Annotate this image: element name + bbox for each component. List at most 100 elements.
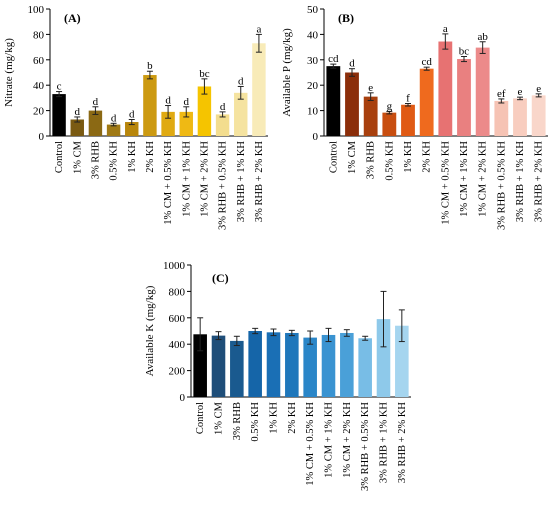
x-tick-label: 1% CM + 2% KH	[342, 402, 353, 478]
significance-letter: cd	[328, 53, 339, 65]
significance-letter: a	[443, 23, 448, 35]
bar-11	[531, 95, 546, 136]
x-tick-label: 3% RHB	[366, 141, 377, 179]
y-tick-label: 0	[180, 392, 186, 404]
significance-letter: d	[220, 101, 226, 113]
x-tick-label: 1% CM	[214, 401, 225, 435]
bar-0	[193, 334, 207, 397]
bar-1	[345, 72, 359, 136]
y-tick-label: 20	[307, 80, 319, 92]
significance-letter: c	[57, 81, 62, 93]
significance-letter: g	[387, 100, 393, 112]
significance-letter: cd	[421, 56, 432, 68]
x-tick-label: 1% KH	[269, 402, 280, 434]
x-tick-label: 1% CM	[347, 140, 358, 174]
significance-letter: e	[368, 82, 373, 94]
significance-letter: ab	[477, 31, 488, 43]
significance-letter: d	[75, 106, 81, 118]
bar-8	[475, 47, 490, 136]
bar-3	[248, 331, 262, 397]
y-tick-label: 800	[169, 286, 186, 298]
bar-8	[197, 86, 212, 136]
significance-letter: bc	[459, 45, 470, 57]
bar-4	[266, 332, 281, 397]
bar-6	[438, 41, 453, 136]
x-tick-label: 1% CM + 0.5% KH	[305, 402, 316, 486]
x-tick-label: 1% CM + 0.5% KH	[440, 141, 451, 225]
bar-1	[211, 335, 226, 397]
significance-letter: d	[93, 96, 99, 108]
y-tick-label: 200	[169, 366, 186, 378]
bar-9	[358, 338, 372, 397]
y-tick-label: 80	[33, 29, 45, 41]
x-tick-label: 2% KH	[422, 141, 433, 173]
bar-8	[340, 332, 354, 397]
significance-letter: d	[349, 58, 355, 70]
y-axis-label: Available K (mg/kg)	[144, 285, 156, 376]
significance-letter: f	[406, 92, 410, 104]
x-tick-label: 1% KH	[403, 141, 414, 173]
y-tick-label: 1000	[163, 260, 186, 272]
x-tick-label: 3% RHB + 2% KH	[534, 141, 545, 223]
bar-7	[179, 111, 193, 136]
y-tick-label: 100	[28, 4, 45, 16]
y-tick-label: 400	[169, 339, 186, 351]
x-tick-label: 3% RHB + 0.5% KH	[496, 141, 507, 230]
x-tick-label: 1% CM + 1% KH	[459, 141, 470, 217]
bar-3	[106, 124, 121, 136]
x-tick-label: 2% KH	[287, 402, 298, 434]
panel-label: (B)	[338, 11, 354, 25]
significance-letter: d	[129, 108, 135, 120]
x-tick-label: 1% CM + 1% KH	[181, 141, 192, 217]
x-tick-label: Control	[195, 402, 206, 434]
y-tick-label: 20	[33, 106, 45, 118]
y-tick-label: 50	[307, 4, 319, 16]
x-tick-label: 1% KH	[127, 141, 138, 173]
x-tick-label: 1% CM + 2% KH	[478, 141, 489, 217]
y-tick-label: 0	[313, 131, 319, 143]
bar-6	[161, 111, 175, 136]
y-tick-label: 60	[33, 55, 45, 67]
bar-7	[321, 334, 336, 397]
chart-panel-1: 0 10 20 30 40 50 Available P (mg/kg) (B) cd Contr…	[281, 4, 548, 230]
bar-10	[513, 98, 527, 136]
bar-10	[376, 319, 391, 397]
bar-9	[215, 114, 230, 136]
chart-panel-2: 0 200 400 600 800 1000 Available K (mg/kg) (C) C…	[144, 260, 411, 491]
significance-letter: d	[165, 95, 171, 107]
bar-2	[363, 96, 378, 136]
panel-label: (A)	[64, 11, 81, 25]
x-tick-label: 1% CM + 1% KH	[324, 402, 335, 478]
x-tick-label: 0.5% KH	[250, 402, 261, 442]
bar-4	[125, 122, 139, 136]
y-tick-label: 600	[169, 313, 186, 325]
bar-5	[285, 332, 299, 397]
significance-letter: d	[111, 112, 117, 124]
x-tick-label: 3% RHB + 1% KH	[236, 141, 247, 223]
x-tick-label: 3% RHB + 1% KH	[379, 402, 390, 484]
bar-11	[395, 325, 409, 397]
significance-letter: bc	[199, 68, 210, 80]
significance-letter: d	[238, 75, 244, 87]
x-tick-label: Control	[54, 141, 65, 173]
significance-letter: b	[147, 60, 153, 72]
x-tick-label: 3% RHB + 1% KH	[515, 141, 526, 223]
y-tick-label: 30	[307, 55, 319, 67]
x-tick-label: 3% RHB + 0.5% KH	[218, 141, 229, 230]
bar-2	[230, 340, 244, 397]
x-tick-label: 3% RHB + 0.5% KH	[360, 402, 371, 491]
y-tick-label: 40	[33, 80, 45, 92]
bar-5	[143, 75, 157, 136]
x-tick-label: 3% RHB + 2% KH	[397, 402, 408, 484]
significance-letter: e	[518, 86, 523, 98]
x-tick-label: 1% CM + 2% KH	[199, 141, 210, 217]
y-tick-label: 10	[307, 106, 319, 118]
bar-5	[419, 68, 434, 136]
x-tick-label: 2% KH	[145, 141, 156, 173]
x-tick-label: 3% RHB	[232, 402, 243, 440]
x-tick-label: 0.5% KH	[384, 141, 395, 181]
bar-10	[234, 92, 248, 136]
bar-0	[326, 66, 341, 136]
significance-letter: ef	[497, 88, 506, 100]
